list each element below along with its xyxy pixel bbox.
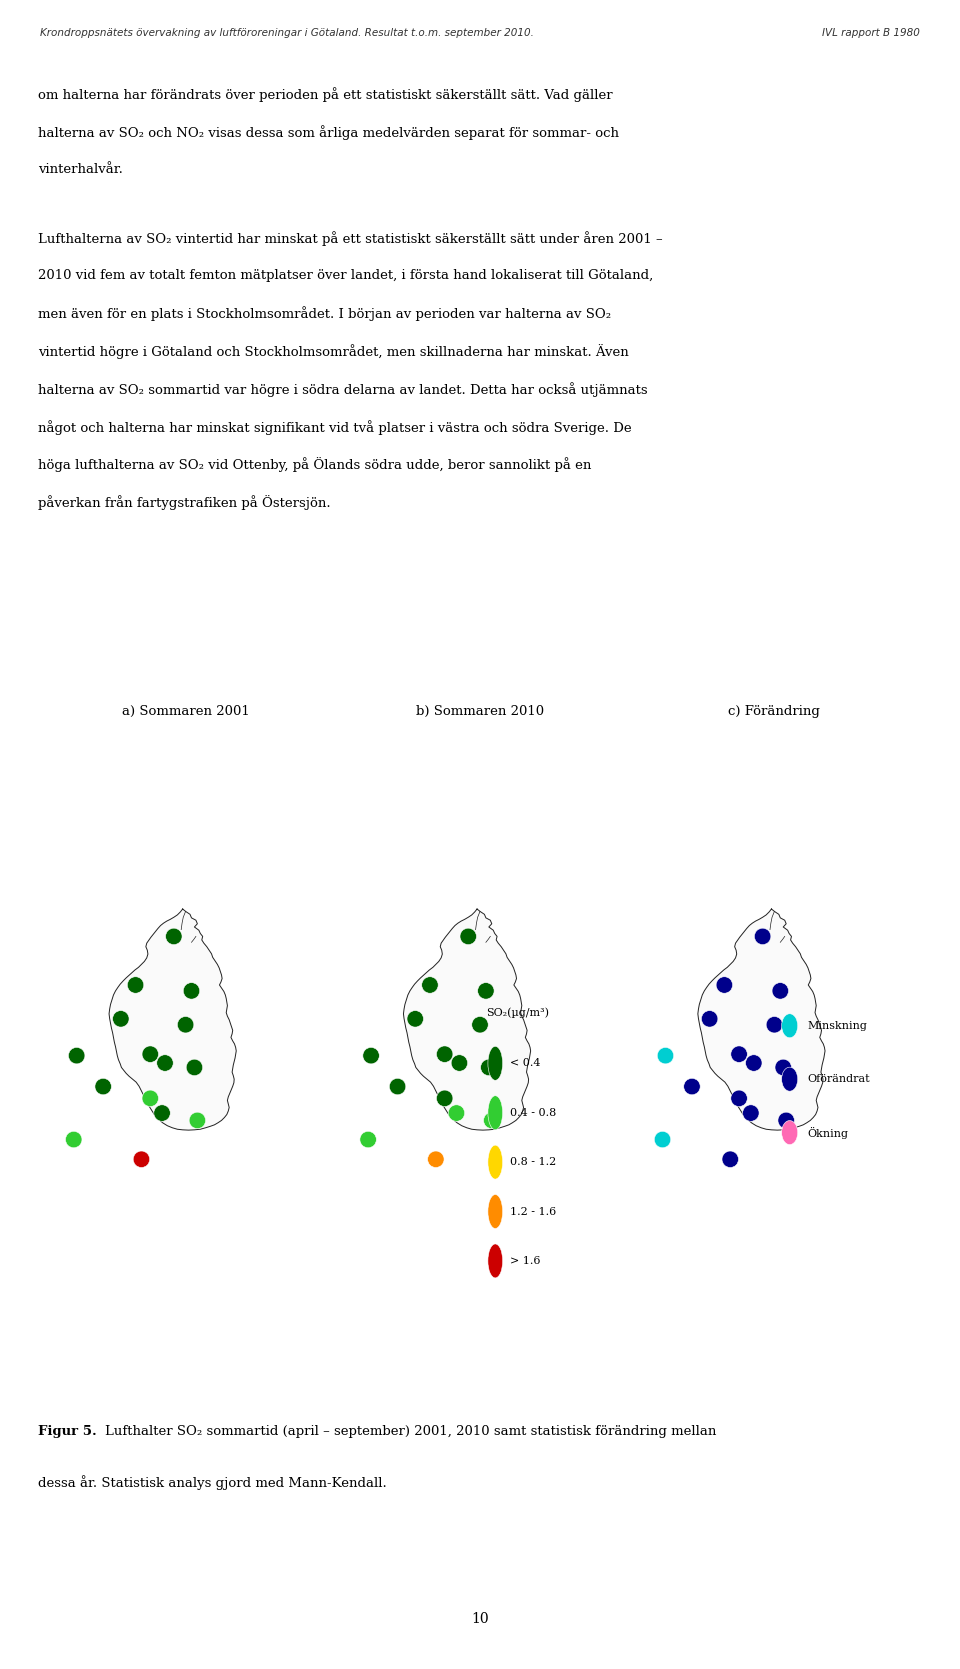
Circle shape: [154, 1105, 170, 1122]
Circle shape: [478, 983, 494, 1000]
Circle shape: [781, 1066, 798, 1092]
Text: < 0.4: < 0.4: [510, 1058, 540, 1068]
Circle shape: [471, 1016, 489, 1033]
Polygon shape: [403, 910, 531, 1130]
Circle shape: [460, 928, 476, 945]
Circle shape: [484, 1112, 500, 1128]
Circle shape: [189, 1112, 205, 1128]
Circle shape: [133, 1152, 150, 1168]
Text: dessa år. Statistisk analys gjord med Mann-Kendall.: dessa år. Statistisk analys gjord med Ma…: [38, 1475, 387, 1490]
Circle shape: [68, 1048, 84, 1063]
Text: vinterhalvår.: vinterhalvår.: [38, 164, 123, 175]
Text: Oförändrat: Oförändrat: [807, 1075, 870, 1085]
Circle shape: [731, 1046, 747, 1063]
Circle shape: [128, 976, 144, 993]
Circle shape: [772, 983, 788, 1000]
Circle shape: [390, 1078, 406, 1095]
Text: Figur 5.: Figur 5.: [38, 1425, 97, 1439]
Circle shape: [156, 1055, 173, 1071]
Circle shape: [437, 1046, 453, 1063]
Text: påverkan från fartygstrafiken på Östersjön.: påverkan från fartygstrafiken på Östersj…: [38, 496, 331, 511]
Circle shape: [655, 1132, 671, 1148]
Text: Krondroppsnätets övervakning av luftföroreningar i Götaland. Resultat t.o.m. sep: Krondroppsnätets övervakning av luftföro…: [40, 28, 534, 38]
Circle shape: [488, 1243, 503, 1278]
Circle shape: [427, 1152, 444, 1168]
Text: höga lufthalterna av SO₂ vid Ottenby, på Ölands södra udde, beror sannolikt på e: höga lufthalterna av SO₂ vid Ottenby, på…: [38, 457, 591, 472]
Text: c) Förändring: c) Förändring: [729, 704, 821, 718]
Text: men även för en plats i Stockholmsområdet. I början av perioden var halterna av : men även för en plats i Stockholmsområde…: [38, 307, 612, 320]
Circle shape: [448, 1105, 465, 1122]
Circle shape: [451, 1055, 468, 1071]
Text: Lufthalter SO₂ sommartid (april – september) 2001, 2010 samt statistisk förändri: Lufthalter SO₂ sommartid (april – septem…: [105, 1425, 716, 1439]
Circle shape: [183, 983, 200, 1000]
Circle shape: [702, 1011, 718, 1026]
Polygon shape: [698, 910, 825, 1130]
Text: 10: 10: [471, 1612, 489, 1626]
Circle shape: [766, 1016, 782, 1033]
Circle shape: [112, 1011, 129, 1026]
Circle shape: [746, 1055, 762, 1071]
Text: halterna av SO₂ sommartid var högre i södra delarna av landet. Detta har också u: halterna av SO₂ sommartid var högre i sö…: [38, 382, 648, 397]
Circle shape: [186, 1060, 203, 1075]
Circle shape: [421, 976, 438, 993]
Text: 1.2 - 1.6: 1.2 - 1.6: [510, 1207, 557, 1217]
Circle shape: [437, 1090, 453, 1107]
Circle shape: [716, 976, 732, 993]
Circle shape: [775, 1060, 791, 1075]
Circle shape: [781, 1120, 798, 1145]
Text: 0.4 - 0.8: 0.4 - 0.8: [510, 1108, 557, 1118]
Text: SO₂(µg/m³): SO₂(µg/m³): [486, 1008, 549, 1018]
Text: Ökning: Ökning: [807, 1127, 849, 1138]
Polygon shape: [109, 910, 236, 1130]
Circle shape: [95, 1078, 111, 1095]
Circle shape: [488, 1046, 503, 1080]
Circle shape: [731, 1090, 747, 1107]
Circle shape: [142, 1046, 158, 1063]
Circle shape: [743, 1105, 759, 1122]
Text: Lufthalterna av SO₂ vintertid har minskat på ett statistiskt säkerställt sätt un: Lufthalterna av SO₂ vintertid har minska…: [38, 230, 663, 245]
Circle shape: [481, 1060, 497, 1075]
Text: > 1.6: > 1.6: [510, 1257, 540, 1265]
Circle shape: [755, 928, 771, 945]
Text: vintertid högre i Götaland och Stockholmsområdet, men skillnaderna har minskat. : vintertid högre i Götaland och Stockholm…: [38, 344, 629, 359]
Circle shape: [778, 1112, 795, 1128]
Text: om halterna har förändrats över perioden på ett statistiskt säkerställt sätt. Va: om halterna har förändrats över perioden…: [38, 87, 613, 102]
Circle shape: [165, 928, 182, 945]
Text: halterna av SO₂ och NO₂ visas dessa som årliga medelvärden separat för sommar- o: halterna av SO₂ och NO₂ visas dessa som …: [38, 125, 619, 140]
Circle shape: [142, 1090, 158, 1107]
Circle shape: [658, 1048, 674, 1063]
Text: b) Sommaren 2010: b) Sommaren 2010: [416, 704, 544, 718]
Text: IVL rapport B 1980: IVL rapport B 1980: [822, 28, 920, 38]
Text: 2010 vid fem av totalt femton mätplatser över landet, i första hand lokaliserat : 2010 vid fem av totalt femton mätplatser…: [38, 269, 654, 282]
Text: något och halterna har minskat signifikant vid två platser i västra och södra Sv: något och halterna har minskat signifika…: [38, 419, 632, 434]
Circle shape: [684, 1078, 700, 1095]
Circle shape: [178, 1016, 194, 1033]
Circle shape: [781, 1013, 798, 1038]
Circle shape: [65, 1132, 82, 1148]
Text: Minskning: Minskning: [807, 1021, 867, 1031]
Circle shape: [360, 1132, 376, 1148]
Circle shape: [363, 1048, 379, 1063]
Text: 0.8 - 1.2: 0.8 - 1.2: [510, 1157, 557, 1167]
Circle shape: [488, 1195, 503, 1228]
Circle shape: [407, 1011, 423, 1026]
Circle shape: [488, 1097, 503, 1130]
Circle shape: [722, 1152, 738, 1168]
Circle shape: [488, 1145, 503, 1178]
Text: a) Sommaren 2001: a) Sommaren 2001: [122, 704, 250, 718]
